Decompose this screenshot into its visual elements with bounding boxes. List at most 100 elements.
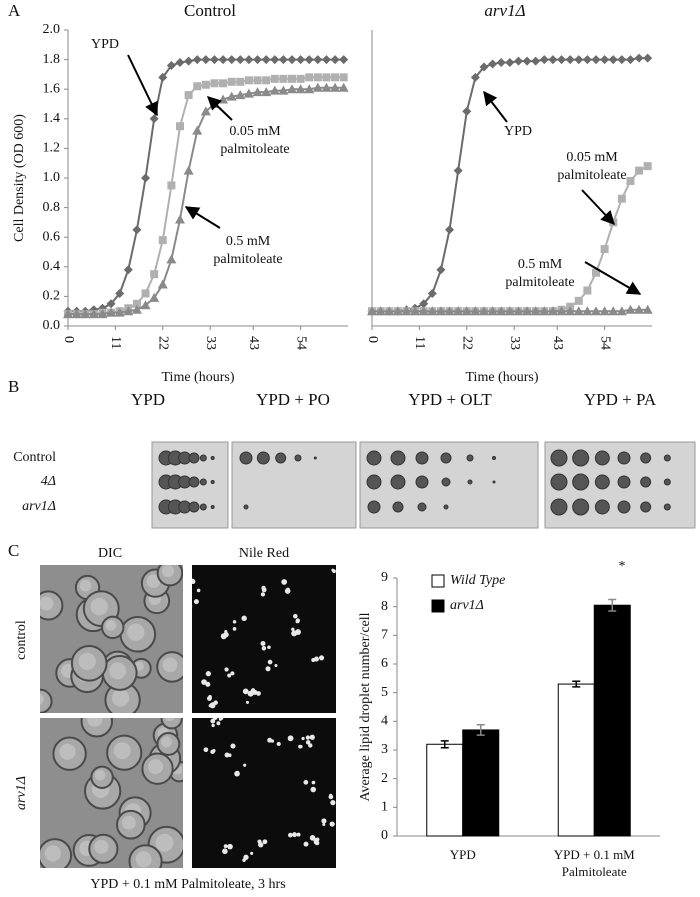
x-tick-label: 43 (550, 336, 565, 350)
lipid-droplet (332, 569, 336, 574)
data-point (270, 55, 280, 65)
colony-spot (199, 454, 207, 462)
cell-highlight (147, 759, 164, 775)
colony-spot (210, 456, 215, 460)
data-point (253, 76, 262, 85)
cell-highlight (160, 736, 172, 748)
legend-label: arv1Δ (450, 598, 484, 613)
lipid-droplet (276, 741, 281, 747)
lipid-droplet (288, 832, 293, 838)
lipid-droplet (201, 679, 207, 685)
lipid-droplet (328, 794, 334, 800)
data-point (115, 288, 125, 298)
data-point (522, 306, 533, 316)
data-point (599, 306, 610, 316)
data-point (643, 162, 652, 171)
data-point (331, 73, 340, 82)
series-line (68, 58, 344, 313)
lipid-droplet (224, 667, 229, 672)
cell-highlight (155, 833, 174, 852)
data-point (392, 306, 403, 316)
plate-title: YPD + PA (584, 390, 657, 409)
y-tick-label: 0 (381, 828, 388, 843)
lipid-droplet (223, 844, 228, 849)
data-point (479, 62, 489, 72)
data-point (184, 91, 193, 100)
colony-spot (594, 450, 610, 466)
colony-spot (617, 475, 631, 489)
lipid-droplet (265, 666, 271, 672)
data-point (470, 72, 480, 82)
annotation: palmitoleate (220, 142, 289, 157)
lipid-droplet (203, 747, 209, 753)
plate-title: YPD + OLT (408, 390, 492, 409)
data-point (461, 306, 472, 316)
colony-spot (443, 504, 449, 510)
lipid-droplet (321, 818, 327, 824)
micrograph (40, 565, 183, 713)
y-axis-label: Cell Density (OD 600) (12, 114, 27, 242)
lipid-droplet (222, 848, 228, 855)
data-point (157, 279, 168, 289)
data-point (192, 125, 203, 135)
colony-spot (199, 503, 207, 511)
caption: YPD + 0.1 mM Palmitoleate, 3 hrs (90, 877, 285, 892)
data-point (591, 306, 601, 316)
series-line (372, 57, 648, 313)
data-point (592, 268, 600, 277)
data-point (401, 306, 412, 316)
data-point (193, 82, 202, 91)
data-point (583, 286, 592, 295)
micrograph (192, 718, 336, 868)
cell-highlight (121, 815, 136, 830)
cell-highlight (105, 620, 117, 631)
y-tick-label: 9 (381, 570, 388, 585)
data-point (278, 85, 289, 95)
data-point (236, 77, 245, 86)
colony-spot (415, 475, 429, 489)
data-point (253, 55, 263, 65)
data-point (626, 176, 635, 185)
lipid-droplet (261, 587, 267, 593)
data-point (183, 165, 194, 175)
data-point (304, 55, 314, 65)
lipid-droplet (329, 821, 335, 827)
data-point (304, 84, 315, 94)
data-point (209, 55, 219, 65)
data-point (339, 73, 348, 82)
data-point (166, 61, 176, 71)
y-tick-label: 0.0 (43, 318, 61, 333)
colony-spot (256, 451, 270, 465)
annotation: YPD (91, 37, 119, 52)
data-point (243, 88, 254, 98)
data-point (184, 56, 194, 66)
data-point (201, 80, 210, 89)
y-tick-label: 3 (381, 742, 388, 757)
data-point (573, 306, 584, 316)
data-point (114, 307, 125, 317)
colony-spot (239, 451, 253, 465)
data-point (582, 306, 593, 316)
lipid-droplet (220, 633, 227, 640)
chart-title: arv1Δ (484, 1, 525, 20)
data-point (287, 84, 297, 94)
colony-spot (492, 480, 496, 484)
annotation: 0.05 mM (229, 124, 281, 139)
data-point (582, 55, 592, 65)
series-line (68, 86, 344, 316)
lipid-droplet (218, 718, 222, 721)
bar (557, 683, 595, 837)
colony-spot (440, 452, 452, 464)
cell-highlight (161, 565, 175, 578)
lipid-droplet (313, 838, 318, 842)
annotation-arrow (206, 96, 233, 121)
lipid-droplet (310, 786, 317, 793)
lipid-droplet (245, 700, 250, 704)
lipid-droplet (293, 613, 298, 619)
data-point (330, 55, 340, 65)
x-tick-label: 54 (293, 336, 308, 350)
plate (231, 441, 357, 529)
panel-label: C (8, 541, 19, 560)
data-point (436, 265, 446, 275)
